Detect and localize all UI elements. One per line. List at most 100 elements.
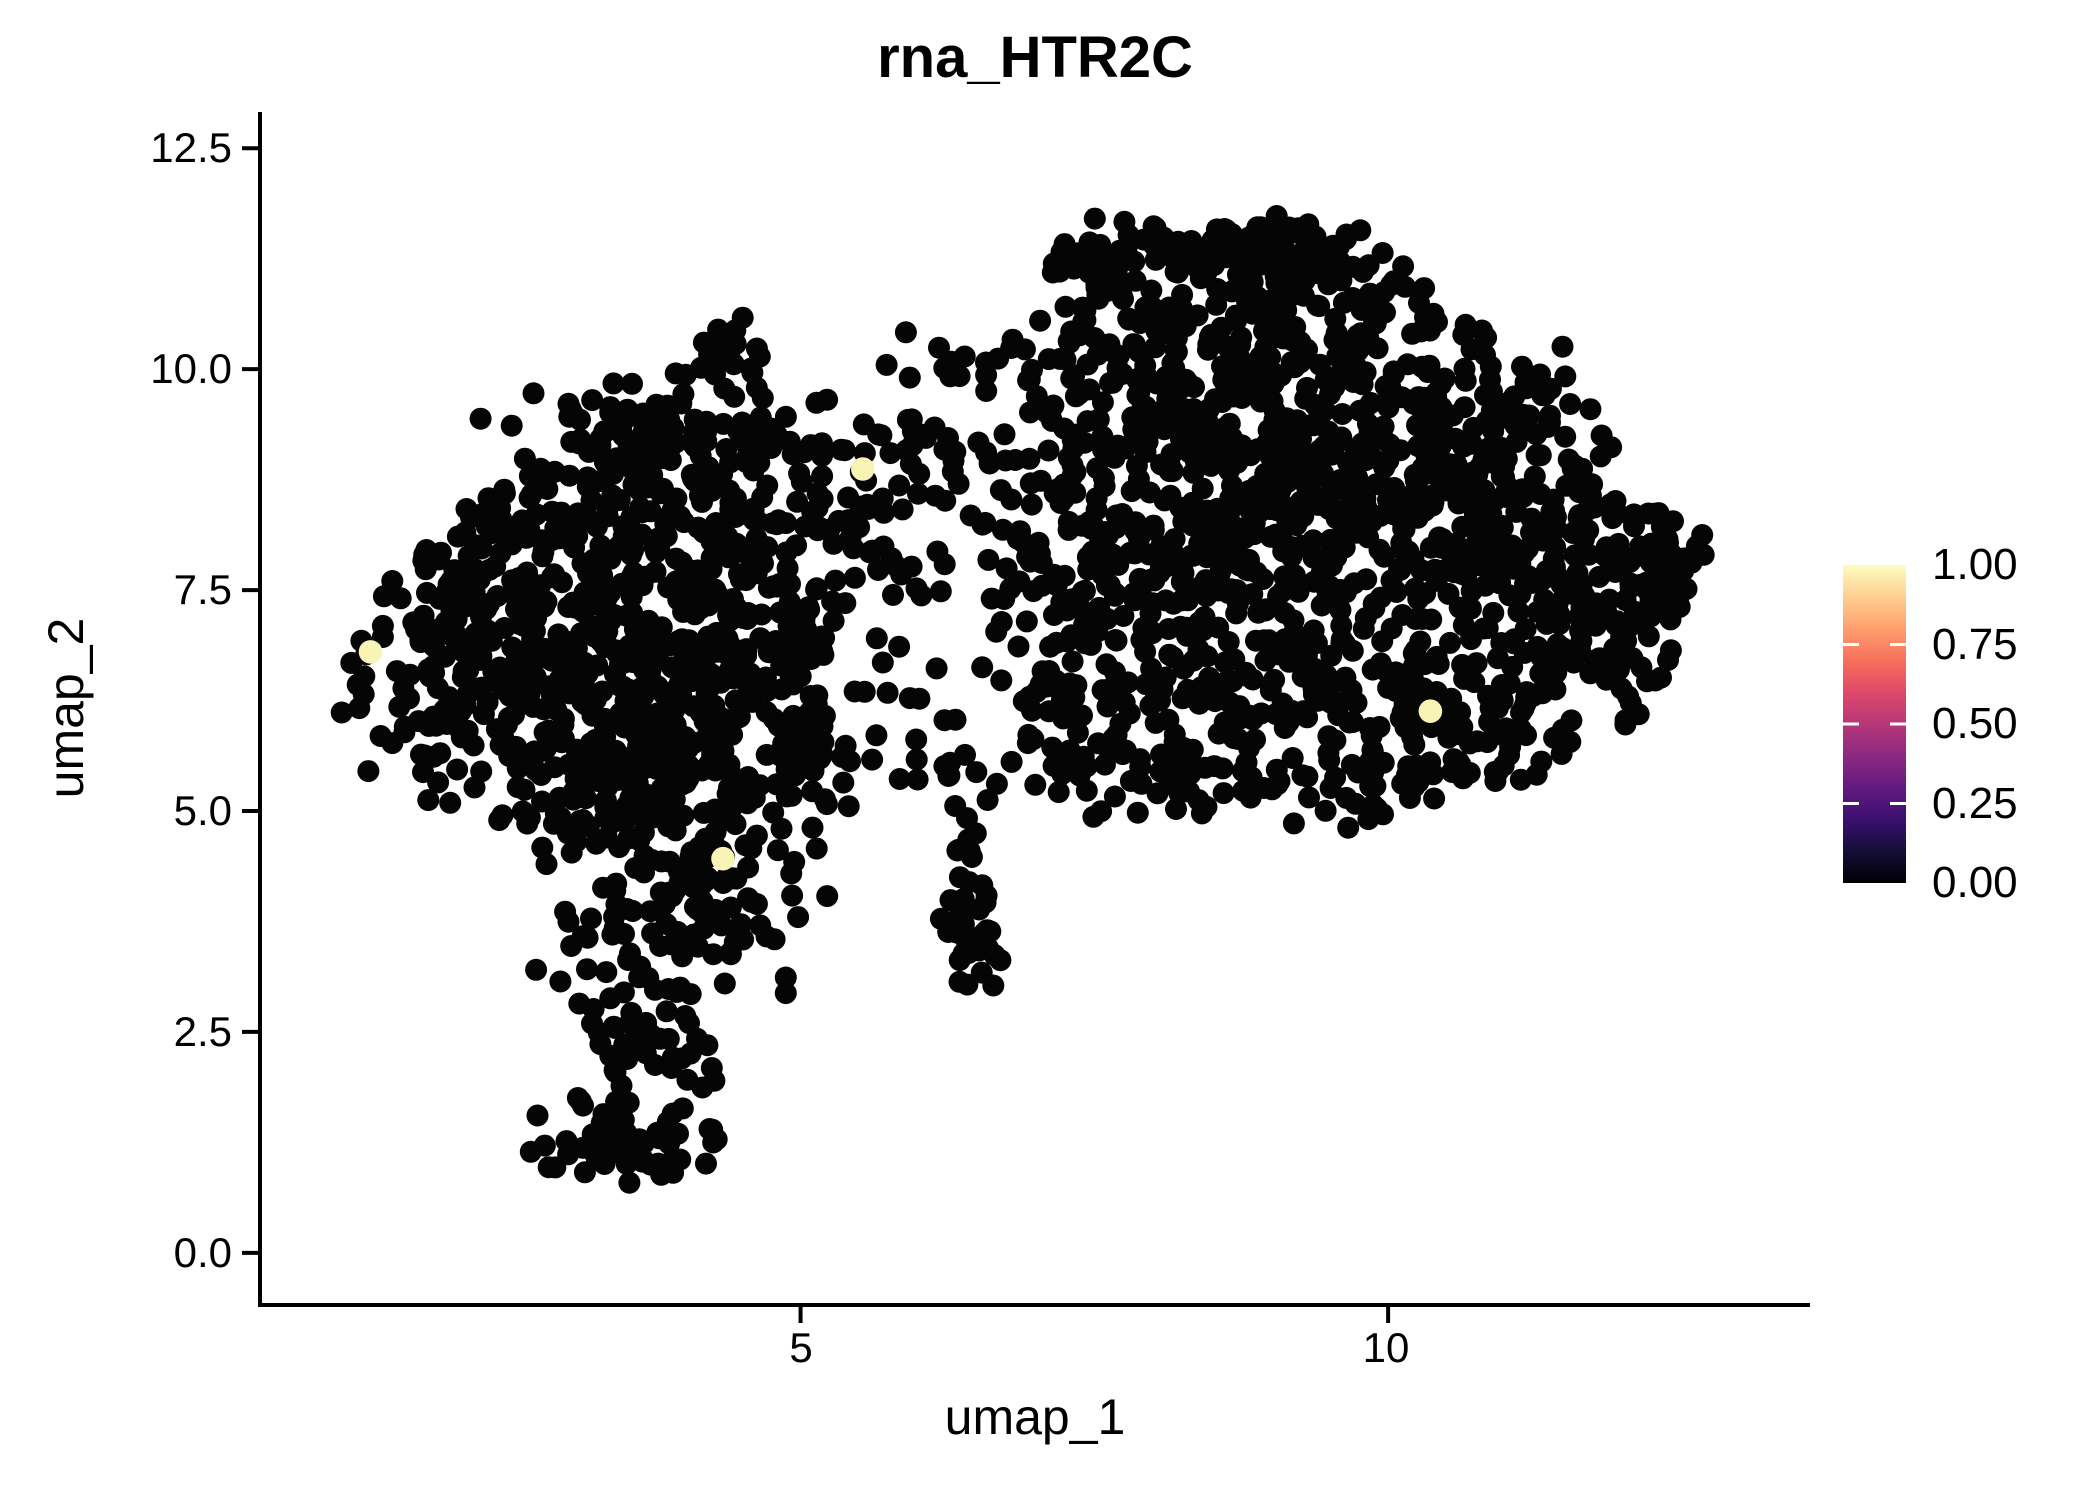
cell-point [894, 321, 917, 344]
cell-point [751, 486, 774, 509]
cell-point [1024, 773, 1047, 796]
cell-point [1207, 722, 1230, 745]
cell-point [775, 758, 798, 781]
cell-point [705, 640, 728, 663]
cell-point [1463, 671, 1486, 694]
cell-point [599, 987, 622, 1010]
axes [242, 112, 1810, 1323]
cell-point [1526, 600, 1549, 623]
cell-point [1118, 702, 1141, 725]
cell-point [965, 761, 988, 784]
cell-point [1042, 394, 1065, 417]
cell-point [454, 694, 477, 717]
cell-point [1233, 365, 1256, 388]
cell-point [543, 756, 566, 779]
cell-point [1542, 488, 1565, 511]
cell-point [573, 1161, 596, 1184]
cell-point [571, 1136, 594, 1159]
cell-point [794, 515, 817, 538]
cell-point [1153, 318, 1176, 341]
cell-point [657, 1027, 680, 1050]
cell-point [628, 721, 651, 744]
cell-point [1579, 398, 1602, 421]
cell-point [672, 383, 695, 406]
cell-point [1366, 337, 1389, 360]
cell-point [832, 771, 855, 794]
cell-point [1380, 273, 1403, 296]
cell-points [330, 205, 1715, 1194]
cell-point [1319, 777, 1342, 799]
cell-point [662, 416, 685, 439]
cell-point [1111, 503, 1134, 525]
cell-point [1561, 522, 1584, 544]
cell-point [1623, 503, 1645, 526]
cell-point [713, 972, 736, 995]
cell-point [1239, 786, 1262, 809]
cell-point [669, 933, 692, 956]
cell-point [1454, 313, 1477, 336]
cell-point [581, 389, 604, 412]
cell-point [1374, 375, 1397, 398]
expressing-cell-point [358, 640, 383, 664]
cell-point [1414, 582, 1437, 605]
cell-point [1402, 483, 1424, 506]
cell-point [417, 789, 440, 812]
cell-point [534, 465, 556, 488]
cell-point [580, 907, 602, 930]
cell-point [1073, 613, 1096, 636]
cell-point [1453, 396, 1476, 419]
cell-point [1448, 596, 1471, 619]
cell-point [1265, 272, 1288, 294]
cell-point [1212, 782, 1235, 805]
cell-point [1015, 610, 1038, 633]
cell-point [393, 715, 416, 738]
cell-point [1149, 554, 1172, 576]
cell-point [686, 1027, 708, 1050]
cell-point [1588, 565, 1611, 588]
cell-point [1198, 666, 1221, 689]
cell-point [1410, 320, 1432, 343]
cell-point [1441, 761, 1464, 783]
cell-point [1282, 221, 1305, 244]
cell-point [947, 838, 970, 861]
cell-point [630, 523, 653, 546]
cell-point [837, 486, 860, 509]
cell-point [993, 588, 1016, 610]
cell-point [837, 795, 860, 818]
cell-point [754, 666, 777, 689]
cell-point [1390, 499, 1413, 522]
cell-point [1619, 576, 1642, 599]
cell-point [700, 1057, 723, 1079]
cell-point [646, 1121, 669, 1144]
cell-point [1411, 355, 1433, 378]
cell-point [1543, 662, 1566, 684]
cell-point [621, 372, 643, 395]
cell-point [1460, 580, 1483, 603]
cell-point [1055, 590, 1078, 613]
cell-point [1630, 656, 1653, 679]
cell-point [409, 631, 432, 654]
cell-point [531, 545, 554, 568]
cell-point [1453, 357, 1476, 380]
cell-point [1061, 650, 1084, 673]
cell-point [724, 506, 747, 528]
cell-point [805, 391, 828, 414]
cell-point [599, 769, 622, 792]
cell-point [1305, 632, 1328, 655]
cell-point [660, 1057, 683, 1079]
cell-point [898, 687, 921, 710]
cell-point [1161, 460, 1184, 483]
cell-point [729, 913, 752, 936]
cell-point [1334, 228, 1357, 251]
cell-point [388, 695, 411, 718]
cell-point [1579, 484, 1602, 507]
cell-point [952, 897, 974, 920]
cell-point [1225, 579, 1248, 602]
cell-point [1215, 539, 1238, 562]
cell-point [669, 1148, 692, 1171]
cell-point [1290, 534, 1313, 557]
cell-point [1159, 245, 1182, 268]
cell-point [1507, 600, 1530, 623]
cell-point [491, 804, 514, 827]
